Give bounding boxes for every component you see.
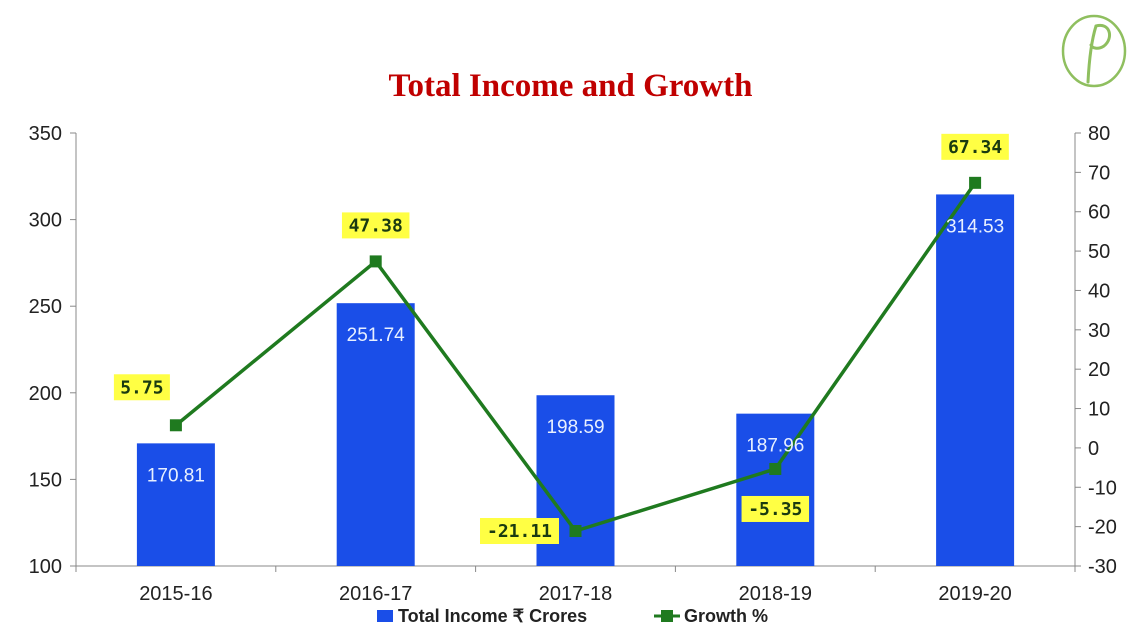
income-bar bbox=[736, 413, 815, 566]
left-tick-label: 100 bbox=[29, 556, 62, 578]
growth-label-box bbox=[341, 212, 410, 239]
income-bar-label: 187.96 bbox=[746, 436, 804, 457]
legend-growth-label: Growth % bbox=[684, 606, 768, 626]
x-tick-label: 2019-20 bbox=[938, 583, 1011, 605]
income-bar-label: 314.53 bbox=[946, 216, 1004, 237]
income-bar-label: 251.74 bbox=[347, 325, 406, 346]
left-tick-label: 300 bbox=[29, 210, 62, 232]
right-tick-label: 20 bbox=[1088, 359, 1110, 381]
right-tick-label: 70 bbox=[1088, 162, 1110, 184]
right-tick-label: 50 bbox=[1088, 241, 1110, 263]
x-tick-label: 2017-18 bbox=[539, 583, 612, 605]
right-tick-label: 0 bbox=[1088, 438, 1099, 460]
x-tick-label: 2015-16 bbox=[139, 583, 212, 605]
income-bar-label: 198.59 bbox=[546, 417, 604, 438]
growth-label-box bbox=[741, 495, 810, 522]
right-tick-label: -10 bbox=[1088, 477, 1117, 499]
right-tick-label: 40 bbox=[1088, 280, 1110, 302]
income-bar bbox=[336, 303, 415, 566]
legend-growth-marker bbox=[661, 610, 673, 622]
right-tick-label: 30 bbox=[1088, 320, 1110, 342]
income-bar bbox=[936, 194, 1015, 567]
growth-label: -5.35 bbox=[748, 499, 802, 520]
left-tick-label: 350 bbox=[29, 123, 62, 145]
right-tick-label: 10 bbox=[1088, 399, 1110, 421]
left-tick-label: 150 bbox=[29, 469, 62, 491]
income-bar bbox=[136, 443, 215, 566]
x-tick-label: 2018-19 bbox=[739, 583, 812, 605]
x-tick-label: 2016-17 bbox=[339, 583, 412, 605]
growth-marker bbox=[169, 419, 182, 432]
growth-label: 47.38 bbox=[349, 215, 403, 236]
legend-income-label: Total Income ₹ Crores bbox=[398, 606, 587, 626]
growth-label-box bbox=[480, 518, 559, 545]
right-tick-label: 60 bbox=[1088, 202, 1110, 224]
growth-label-box bbox=[113, 374, 170, 401]
growth-label: 5.75 bbox=[120, 377, 163, 398]
script-p-logo-icon bbox=[1061, 14, 1127, 88]
legend-income-swatch bbox=[377, 610, 393, 622]
growth-marker bbox=[969, 176, 982, 189]
growth-label: -21.11 bbox=[487, 521, 552, 542]
growth-label: 67.34 bbox=[948, 137, 1002, 158]
left-tick-label: 250 bbox=[29, 296, 62, 318]
income-bar-label: 170.81 bbox=[147, 465, 205, 486]
right-tick-label: -20 bbox=[1088, 517, 1117, 539]
left-tick-label: 200 bbox=[29, 383, 62, 405]
growth-marker bbox=[569, 525, 582, 538]
chart-title: Total Income and Growth bbox=[388, 68, 753, 104]
right-tick-label: -30 bbox=[1088, 556, 1117, 578]
growth-marker bbox=[369, 255, 382, 268]
right-tick-label: 80 bbox=[1088, 123, 1110, 145]
growth-label-box bbox=[941, 133, 1009, 160]
growth-marker bbox=[769, 462, 782, 475]
